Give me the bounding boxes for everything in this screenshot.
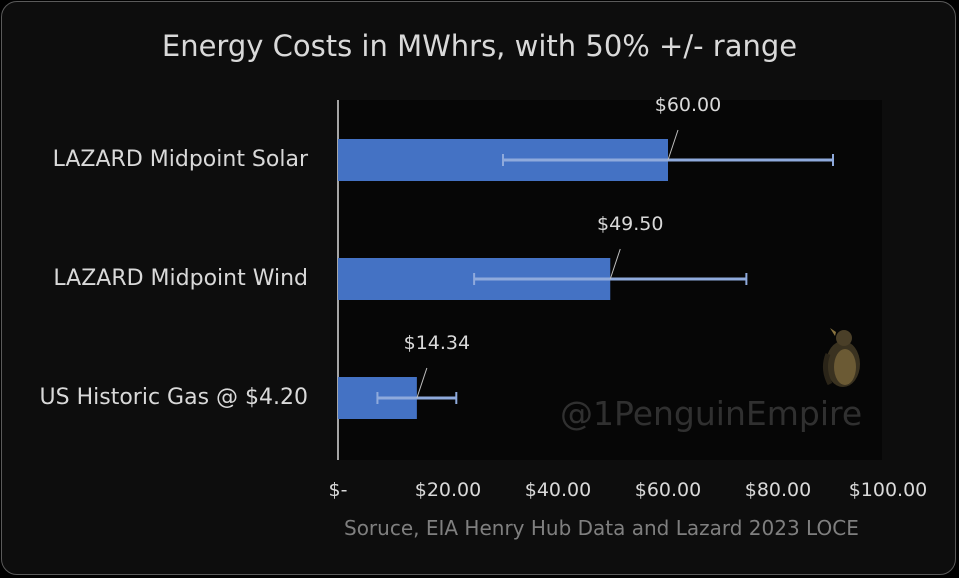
data-label: $60.00 <box>654 94 722 116</box>
source-note: Soruce, EIA Henry Hub Data and Lazard 20… <box>344 516 859 540</box>
data-label-leader <box>609 248 621 280</box>
category-label: LAZARD Midpoint Wind <box>53 266 308 291</box>
chart-title: Energy Costs in MWhrs, with 50% +/- rang… <box>161 29 798 63</box>
x-tick-label: $100.00 <box>848 479 928 501</box>
data-label-leader <box>416 367 428 399</box>
data-label-leader <box>667 129 679 161</box>
x-tick-label: $- <box>328 479 348 501</box>
category-label: US Historic Gas @ $4.20 <box>39 385 308 410</box>
x-tick-label: $80.00 <box>744 479 812 501</box>
data-label: $14.34 <box>403 332 471 354</box>
x-tick-label: $60.00 <box>634 479 702 501</box>
x-tick-label: $40.00 <box>524 479 592 501</box>
x-tick-label: $20.00 <box>414 479 482 501</box>
penguin-logo-icon <box>822 328 860 387</box>
data-label: $49.50 <box>597 213 664 235</box>
watermark-text: @1PenguinEmpire <box>560 394 863 433</box>
category-label: LAZARD Midpoint Solar <box>52 147 308 172</box>
